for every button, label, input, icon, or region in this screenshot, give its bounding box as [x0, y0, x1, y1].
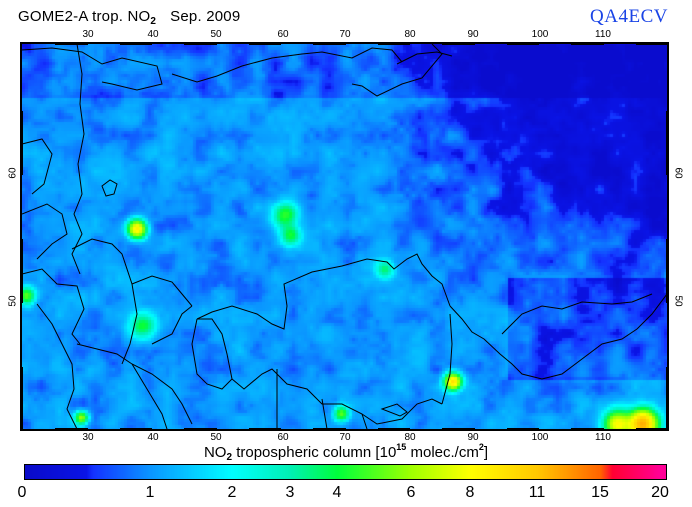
frame-tick — [313, 42, 346, 45]
lat-label-right: 60 — [672, 167, 684, 179]
brand-logo-text: QA4ECV — [590, 6, 668, 27]
frame-tick — [248, 42, 281, 45]
colorbar-title-sub: 2 — [226, 452, 233, 463]
colorbar-label: 1 — [145, 484, 155, 501]
frame-tick — [20, 239, 23, 303]
colorbar-title: NO2 tropospheric column [1015 molec./cm2… — [0, 442, 692, 463]
colorbar-label: 3 — [285, 484, 295, 501]
colorbar-legend — [24, 464, 667, 480]
frame-tick — [635, 428, 668, 431]
colorbar-gradient — [25, 465, 666, 479]
frame-tick — [184, 428, 217, 431]
frame-tick — [666, 239, 669, 303]
frame-tick — [666, 111, 669, 175]
frame-tick — [20, 367, 23, 431]
frame-tick — [506, 42, 539, 45]
no2-map-raster — [22, 44, 667, 429]
colorbar-label: 15 — [591, 484, 609, 501]
colorbar-title-end: ] — [483, 444, 489, 461]
frame-tick — [248, 428, 281, 431]
lon-label-bottom: 40 — [147, 432, 159, 443]
title-text: GOME2-A trop. NO — [18, 8, 151, 25]
frame-tick — [55, 42, 88, 45]
lon-label-top: 100 — [531, 29, 549, 40]
frame-tick — [442, 42, 475, 45]
lat-label-left: 50 — [7, 295, 19, 307]
lon-label-top: 30 — [82, 29, 94, 40]
frame-tick — [313, 428, 346, 431]
title-date: Sep. 2009 — [170, 8, 241, 25]
frame-tick — [666, 367, 669, 431]
colorbar-title-mid: tropospheric column [10 — [232, 444, 397, 461]
colorbar-label: 4 — [332, 484, 342, 501]
colorbar-label: 2 — [227, 484, 237, 501]
lon-label-bottom: 70 — [339, 432, 351, 443]
lat-label-right: 50 — [672, 295, 684, 307]
lon-label-top: 80 — [404, 29, 416, 40]
lon-label-top: 60 — [277, 29, 289, 40]
frame-tick — [119, 428, 152, 431]
colorbar-title-unit-exponent: 2 — [478, 442, 484, 452]
frame-tick — [20, 111, 23, 175]
lon-label-bottom: 110 — [595, 432, 611, 443]
lon-label-top: 40 — [147, 29, 159, 40]
lon-label-bottom: 50 — [210, 432, 222, 443]
colorbar-label: 20 — [651, 484, 669, 501]
frame-tick — [377, 428, 410, 431]
frame-tick — [55, 428, 88, 431]
lon-label-bottom: 60 — [277, 432, 289, 443]
colorbar-label: 8 — [465, 484, 475, 501]
colorbar-title-exponent: 15 — [396, 442, 407, 452]
frame-tick — [506, 428, 539, 431]
title-subscript: 2 — [150, 16, 157, 27]
frame-tick — [377, 42, 410, 45]
lon-label-bottom: 100 — [531, 432, 549, 443]
lon-label-top: 70 — [339, 29, 351, 40]
frame-tick — [119, 42, 152, 45]
lon-label-bottom: 90 — [467, 432, 479, 443]
frame-tick — [571, 42, 604, 45]
colorbar-label: 0 — [17, 484, 27, 501]
lon-label-bottom: 30 — [82, 432, 94, 443]
lon-label-top: 50 — [210, 29, 222, 40]
frame-tick — [184, 42, 217, 45]
colorbar-label: 6 — [406, 484, 416, 501]
colorbar-title-no: NO — [203, 444, 227, 461]
frame-tick — [571, 428, 604, 431]
frame-tick — [442, 428, 475, 431]
map-title: GOME2-A trop. NO2 Sep. 2009 — [18, 8, 240, 27]
lon-label-top: 90 — [467, 29, 479, 40]
lon-label-bottom: 80 — [404, 432, 416, 443]
colorbar-label: 11 — [528, 484, 546, 501]
lat-label-left: 60 — [7, 167, 19, 179]
frame-tick — [635, 42, 668, 45]
lon-label-top: 110 — [595, 29, 611, 40]
colorbar-title-unit: molec./cm — [406, 444, 479, 461]
